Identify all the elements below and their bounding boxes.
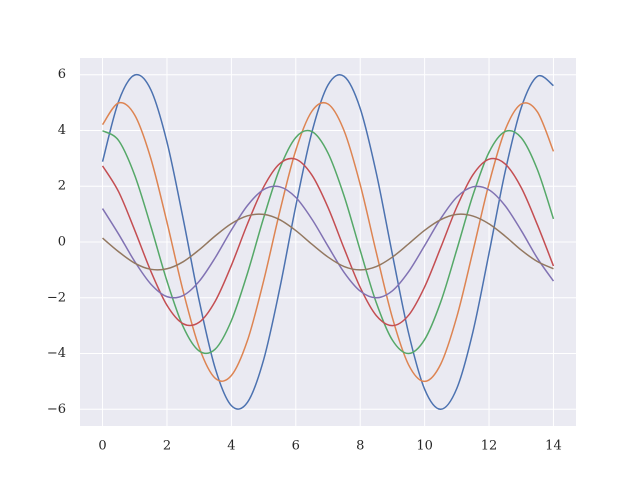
y-tick-label: 2 (58, 179, 66, 194)
y-tick-label: 4 (58, 123, 66, 138)
y-tick-label: −2 (47, 290, 66, 305)
x-tick-label: 12 (481, 439, 498, 454)
x-tick-label: 4 (227, 439, 235, 454)
y-tick-label: −4 (47, 346, 66, 361)
x-tick-label: 8 (356, 439, 364, 454)
line-series (101, 73, 554, 411)
y-tick-label: 6 (58, 67, 66, 82)
line-series (101, 157, 555, 327)
y-tick-label: 0 (58, 235, 66, 250)
x-tick-label: 6 (292, 439, 300, 454)
line-series (102, 129, 555, 355)
x-tick-label: 14 (545, 439, 562, 454)
x-tick-label: 0 (98, 439, 106, 454)
line-series (102, 213, 554, 271)
y-tick-label: −6 (47, 402, 66, 417)
line-series (101, 185, 555, 299)
x-tick-label: 2 (163, 439, 171, 454)
x-tick-label: 10 (416, 439, 433, 454)
line-series (101, 101, 555, 383)
